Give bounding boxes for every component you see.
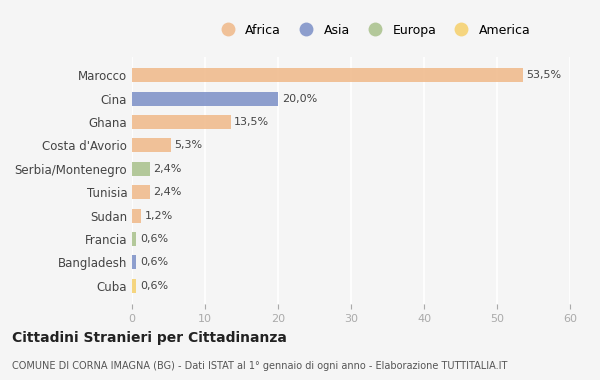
Text: COMUNE DI CORNA IMAGNA (BG) - Dati ISTAT al 1° gennaio di ogni anno - Elaborazio: COMUNE DI CORNA IMAGNA (BG) - Dati ISTAT… bbox=[12, 361, 508, 370]
Text: 0,6%: 0,6% bbox=[140, 257, 168, 268]
Text: 13,5%: 13,5% bbox=[234, 117, 269, 127]
Bar bbox=[132, 255, 136, 269]
Bar bbox=[132, 185, 149, 199]
Bar bbox=[132, 162, 149, 176]
Bar bbox=[132, 232, 136, 246]
Text: 2,4%: 2,4% bbox=[153, 164, 182, 174]
Bar bbox=[132, 92, 278, 106]
Text: 5,3%: 5,3% bbox=[175, 141, 202, 150]
Bar bbox=[132, 68, 523, 82]
Text: 2,4%: 2,4% bbox=[153, 187, 182, 197]
Bar bbox=[132, 209, 141, 223]
Bar bbox=[132, 115, 230, 129]
Text: 0,6%: 0,6% bbox=[140, 281, 168, 291]
Bar bbox=[132, 279, 136, 293]
Bar bbox=[132, 138, 170, 152]
Text: 20,0%: 20,0% bbox=[281, 93, 317, 104]
Text: 53,5%: 53,5% bbox=[526, 70, 562, 80]
Text: 0,6%: 0,6% bbox=[140, 234, 168, 244]
Legend: Africa, Asia, Europa, America: Africa, Asia, Europa, America bbox=[210, 19, 536, 42]
Text: Cittadini Stranieri per Cittadinanza: Cittadini Stranieri per Cittadinanza bbox=[12, 331, 287, 345]
Text: 1,2%: 1,2% bbox=[145, 211, 173, 220]
